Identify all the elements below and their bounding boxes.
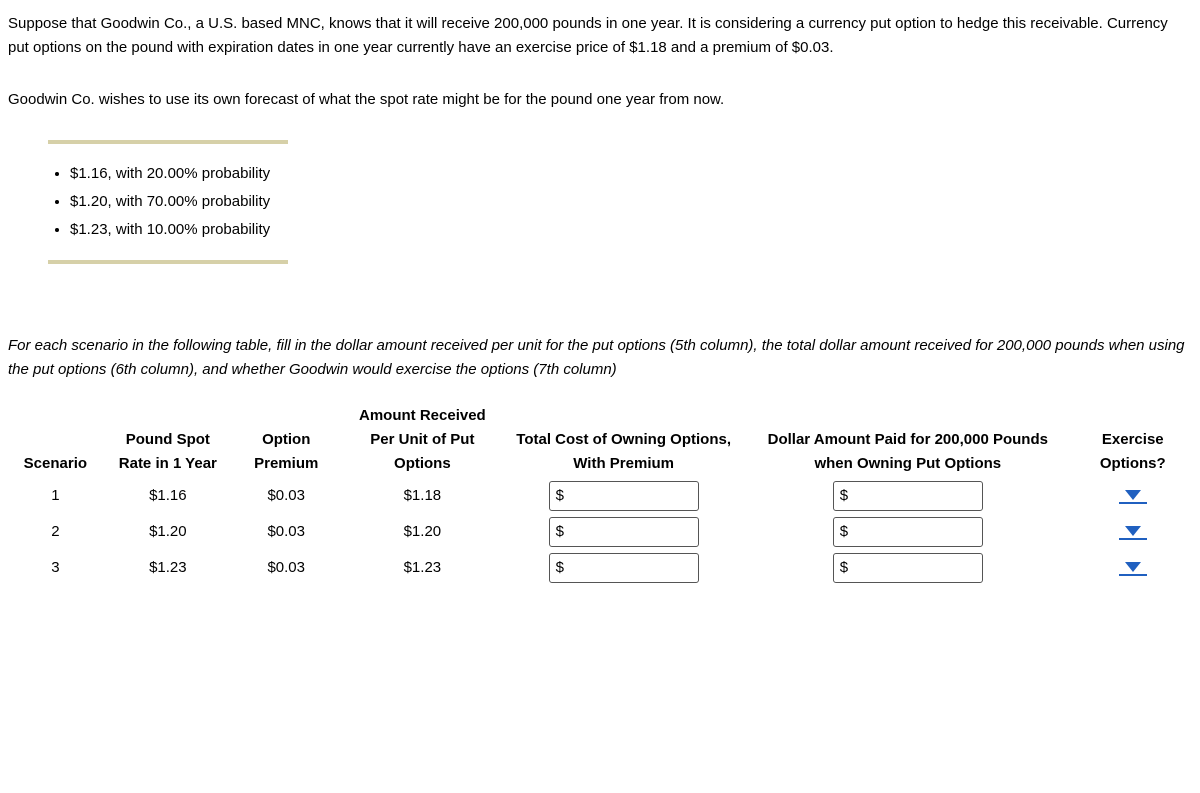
dollar-sign: $ bbox=[840, 484, 848, 508]
col-header-spot: Pound Spot Rate in 1 Year bbox=[103, 402, 233, 478]
instruction-text: For each scenario in the following table… bbox=[8, 334, 1192, 382]
exercise-dropdown[interactable] bbox=[1118, 526, 1148, 540]
exercise-dropdown[interactable] bbox=[1118, 562, 1148, 576]
intro-paragraph-1: Suppose that Goodwin Co., a U.S. based M… bbox=[8, 12, 1192, 60]
col-header-dollar: Dollar Amount Paid for 200,000 Pounds wh… bbox=[742, 402, 1074, 478]
cell-scenario: 2 bbox=[8, 514, 103, 550]
cell-exercise bbox=[1074, 478, 1192, 514]
totalcost-input-wrap[interactable]: $ bbox=[549, 553, 699, 583]
forecast-box: $1.16, with 20.00% probability $1.20, wi… bbox=[48, 140, 288, 264]
col-header-amount: Amount Received Per Unit of Put Options bbox=[340, 402, 506, 478]
forecast-item: $1.20, with 70.00% probability bbox=[70, 190, 270, 214]
cell-premium: $0.03 bbox=[233, 550, 340, 586]
cell-exercise bbox=[1074, 550, 1192, 586]
chevron-down-icon bbox=[1125, 526, 1141, 536]
table-row: 3$1.23$0.03$1.23$$ bbox=[8, 550, 1192, 586]
totalcost-input[interactable] bbox=[566, 523, 692, 542]
col-header-totalcost: Total Cost of Owning Options, With Premi… bbox=[505, 402, 742, 478]
cell-spot: $1.20 bbox=[103, 514, 233, 550]
cell-scenario: 1 bbox=[8, 478, 103, 514]
forecast-item: $1.23, with 10.00% probability bbox=[70, 218, 270, 242]
cell-dollar: $ bbox=[742, 478, 1074, 514]
col-header-scenario: Scenario bbox=[8, 402, 103, 478]
exercise-dropdown[interactable] bbox=[1118, 490, 1148, 504]
cell-totalcost: $ bbox=[505, 514, 742, 550]
totalcost-input-wrap[interactable]: $ bbox=[549, 517, 699, 547]
intro-paragraph-2: Goodwin Co. wishes to use its own foreca… bbox=[8, 88, 1192, 112]
cell-amount: $1.23 bbox=[340, 550, 506, 586]
cell-totalcost: $ bbox=[505, 478, 742, 514]
chevron-down-icon bbox=[1125, 562, 1141, 572]
dropdown-underline bbox=[1119, 538, 1147, 540]
cell-dollar: $ bbox=[742, 550, 1074, 586]
cell-spot: $1.23 bbox=[103, 550, 233, 586]
cell-spot: $1.16 bbox=[103, 478, 233, 514]
dollar-sign: $ bbox=[840, 556, 848, 580]
forecast-item: $1.16, with 20.00% probability bbox=[70, 162, 270, 186]
table-row: 1$1.16$0.03$1.18 $ $ bbox=[8, 478, 1192, 514]
dollar-input[interactable] bbox=[850, 559, 976, 578]
chevron-down-icon bbox=[1125, 490, 1141, 500]
cell-scenario: 3 bbox=[8, 550, 103, 586]
col-header-exercise: Exercise Options? bbox=[1074, 402, 1192, 478]
dollar-input-wrap[interactable]: $ bbox=[833, 481, 983, 511]
cell-totalcost: $ bbox=[505, 550, 742, 586]
dollar-input-wrap[interactable]: $ bbox=[833, 553, 983, 583]
dollar-sign: $ bbox=[840, 520, 848, 544]
cell-dollar: $ bbox=[742, 514, 1074, 550]
totalcost-input-wrap[interactable]: $ bbox=[549, 481, 699, 511]
cell-premium: $0.03 bbox=[233, 514, 340, 550]
dollar-input[interactable] bbox=[850, 523, 976, 542]
cell-amount: $1.18 bbox=[340, 478, 506, 514]
dropdown-underline bbox=[1119, 574, 1147, 576]
col-header-premium: Option Premium bbox=[233, 402, 340, 478]
totalcost-input[interactable] bbox=[566, 559, 692, 578]
dollar-sign: $ bbox=[556, 520, 564, 544]
cell-premium: $0.03 bbox=[233, 478, 340, 514]
dollar-input-wrap[interactable]: $ bbox=[833, 517, 983, 547]
dollar-input[interactable] bbox=[850, 487, 976, 506]
table-row: 2$1.20$0.03$1.20$$ bbox=[8, 514, 1192, 550]
dollar-sign: $ bbox=[556, 484, 564, 508]
options-table: Scenario Pound Spot Rate in 1 Year Optio… bbox=[8, 402, 1192, 586]
dollar-sign: $ bbox=[556, 556, 564, 580]
cell-exercise bbox=[1074, 514, 1192, 550]
totalcost-input[interactable] bbox=[566, 487, 692, 506]
dropdown-underline bbox=[1119, 502, 1147, 504]
cell-amount: $1.20 bbox=[340, 514, 506, 550]
